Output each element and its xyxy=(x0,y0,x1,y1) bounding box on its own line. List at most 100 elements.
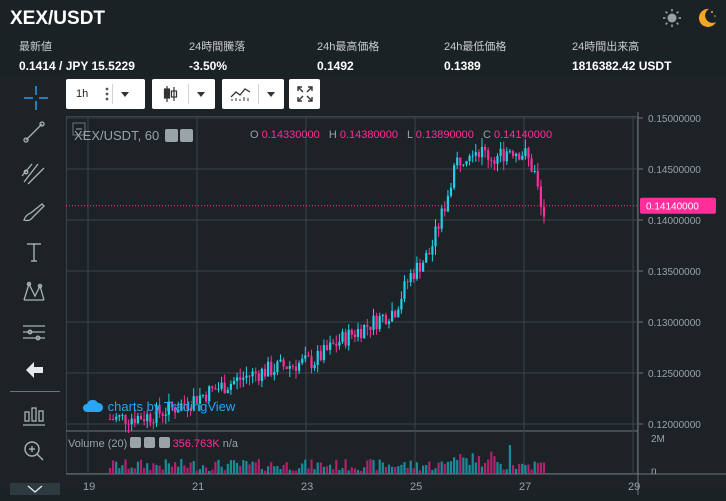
volume-bar xyxy=(236,462,239,474)
zoom-icon[interactable] xyxy=(18,435,50,467)
crosshair-icon[interactable] xyxy=(20,82,52,114)
volume-bar xyxy=(418,470,422,474)
volume-bar xyxy=(329,464,332,474)
candle-body xyxy=(539,186,542,208)
ohlc-close: 0.14140000 xyxy=(494,129,553,141)
eye-icon[interactable] xyxy=(164,129,178,142)
eye-icon[interactable] xyxy=(130,437,142,448)
tradingview-watermark[interactable]: charts by TradingView xyxy=(82,399,235,414)
volume-bar xyxy=(220,466,223,474)
ohlc-low: 0.13890000 xyxy=(415,129,474,141)
chevron-down-icon[interactable] xyxy=(267,91,275,97)
volume-bar xyxy=(468,464,471,474)
stat-24h-high: 24h最高価格 0.1492 xyxy=(317,38,379,73)
volume-bar xyxy=(322,466,325,474)
price-chart[interactable]: 0.15000000 0.14500000 0.14000000 0.13500000… xyxy=(66,112,726,495)
candle-body xyxy=(146,414,149,422)
volume-bar xyxy=(446,461,449,474)
volume-bar xyxy=(279,469,282,474)
candle-body xyxy=(508,151,511,153)
volume-bar xyxy=(409,460,412,474)
trend-line-icon[interactable] xyxy=(18,116,50,148)
toolbar-expand[interactable] xyxy=(10,483,60,495)
pattern-icon[interactable] xyxy=(18,276,50,308)
volume-bar xyxy=(316,462,319,474)
chart-canvas[interactable]: 0.15000000 0.14500000 0.14000000 0.13500000… xyxy=(66,112,726,495)
interval-selector[interactable]: 1h xyxy=(66,79,145,109)
chart-frame xyxy=(66,116,638,474)
bars-tool-icon[interactable] xyxy=(18,400,50,432)
fullscreen-icon xyxy=(296,86,313,102)
volume-bar xyxy=(273,466,276,474)
ohlc-close-label: C xyxy=(482,129,491,141)
volume-bar xyxy=(477,456,480,474)
candle-body xyxy=(428,252,431,255)
measure-icon[interactable] xyxy=(18,316,50,348)
candle-body xyxy=(208,386,211,402)
volume-legend: Volume (20) 356.763K n/a xyxy=(68,437,238,450)
volume-bar xyxy=(372,460,375,474)
volume-bar xyxy=(183,465,186,474)
candle-body xyxy=(170,401,174,408)
candle-body xyxy=(431,246,434,255)
indicators-selector[interactable] xyxy=(222,79,284,109)
chart-type-selector[interactable] xyxy=(152,79,215,109)
fullscreen-button[interactable] xyxy=(289,79,320,109)
volume-bar xyxy=(403,462,406,474)
candle-body xyxy=(425,252,428,263)
text-tool-icon[interactable] xyxy=(18,236,50,268)
close-icon[interactable] xyxy=(158,437,170,448)
candle-body xyxy=(449,187,453,196)
volume-bar xyxy=(484,463,487,474)
settings-icon[interactable] xyxy=(179,129,193,142)
candle-body xyxy=(242,377,245,380)
volume-bar xyxy=(521,463,524,474)
candle-body xyxy=(456,157,459,166)
current-price-label: 0.14140000 xyxy=(646,202,699,213)
pane-collapse-icon xyxy=(72,122,86,136)
chart-legend: XEX/USDT, 60 xyxy=(74,128,193,143)
candle-body xyxy=(167,401,170,415)
volume-bar xyxy=(375,470,378,474)
chevron-down-icon[interactable] xyxy=(197,91,205,97)
candle-body xyxy=(133,418,136,424)
volume-bar xyxy=(505,469,508,474)
volume-bar xyxy=(270,462,273,474)
candle-body xyxy=(524,148,527,156)
moon-icon[interactable] xyxy=(696,7,718,29)
candle-body xyxy=(437,226,440,229)
candle-body xyxy=(403,281,406,299)
candle-body xyxy=(220,382,223,389)
market-stats: 最新値 0.1414 / JPY 15.5229 24時間騰落 -3.50% 2… xyxy=(0,38,726,74)
candle-body xyxy=(530,158,533,172)
price-tick-label: 0.14000000 xyxy=(648,216,701,227)
candle-body xyxy=(350,329,353,335)
volume-bar xyxy=(229,460,232,474)
pitchfork-icon[interactable] xyxy=(18,156,50,188)
candle-body xyxy=(217,388,220,390)
candle-body xyxy=(338,341,341,346)
volume-bar xyxy=(251,461,254,474)
volume-bar xyxy=(406,467,409,474)
volume-bar xyxy=(344,459,347,474)
volume-bar xyxy=(115,461,118,474)
volume-bar xyxy=(490,451,493,474)
volume-bar xyxy=(152,463,155,474)
volume-bar xyxy=(499,463,502,474)
settings-icon[interactable] xyxy=(144,437,156,448)
candle-body xyxy=(158,405,161,414)
more-dots-icon[interactable] xyxy=(102,84,112,104)
candle-body xyxy=(282,359,285,367)
theme-toggle[interactable] xyxy=(662,6,720,30)
stat-value: -3.50% xyxy=(189,59,228,73)
ohlc-open-label: O xyxy=(250,129,259,141)
back-arrow-icon[interactable] xyxy=(18,354,50,386)
brush-icon[interactable] xyxy=(18,196,50,228)
candle-body xyxy=(378,316,381,330)
chevron-down-icon[interactable] xyxy=(10,484,60,496)
volume-bar xyxy=(496,461,499,474)
chevron-down-icon[interactable] xyxy=(121,91,130,97)
sun-icon[interactable] xyxy=(662,8,682,28)
time-tick-label: 19 xyxy=(83,481,95,493)
candle-body xyxy=(353,334,356,337)
